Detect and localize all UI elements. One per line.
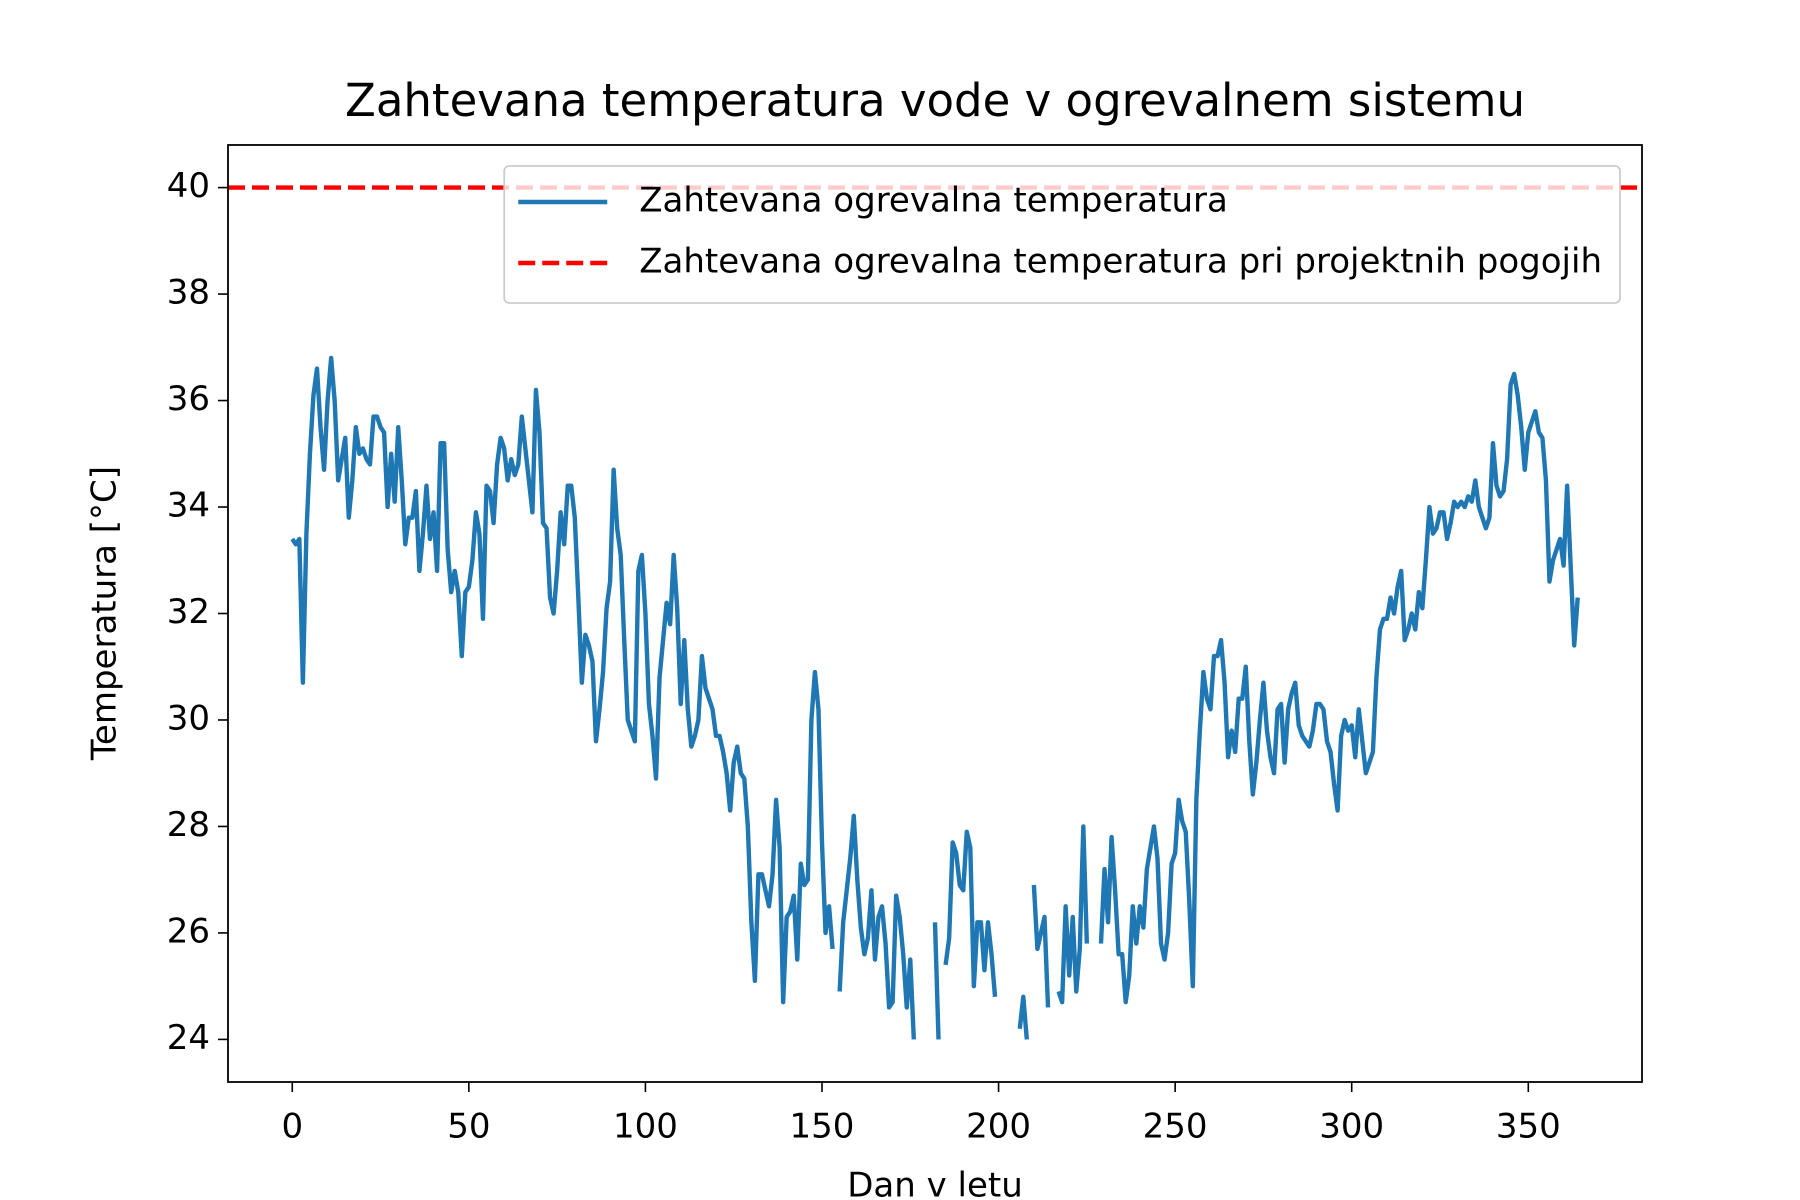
y-tick-label: 28 <box>167 805 210 845</box>
chart-title: Zahtevana temperatura vode v ogrevalnem … <box>345 74 1525 127</box>
axes-frame <box>227 144 1643 1083</box>
x-tick-label: 200 <box>966 1107 1031 1147</box>
x-tick-label: 100 <box>613 1107 678 1147</box>
x-tick-label: 250 <box>1143 1107 1208 1147</box>
y-tick-label: 40 <box>167 166 210 206</box>
x-tick-label: 350 <box>1496 1107 1561 1147</box>
y-axis-label: Temperatura [°C] <box>85 466 125 761</box>
legend: Zahtevana ogrevalna temperatura Zahtevana… <box>503 165 1621 304</box>
legend-label: Zahtevana ogrevalna temperatura <box>639 181 1228 221</box>
y-tick-label: 38 <box>167 273 210 313</box>
x-tick-label: 0 <box>281 1107 303 1147</box>
y-tick-label: 30 <box>167 698 210 738</box>
data-line <box>290 355 1580 1040</box>
x-tick-label: 50 <box>447 1107 490 1147</box>
legend-frame <box>503 165 1621 304</box>
y-tick-label: 36 <box>167 379 210 419</box>
y-tick-label: 32 <box>167 592 210 632</box>
legend-label: Zahtevana ogrevalna temperatura pri proj… <box>639 242 1602 282</box>
x-axis-label: Dan v letu <box>847 1166 1023 1200</box>
x-tick-label: 300 <box>1319 1107 1384 1147</box>
x-tick-label: 150 <box>790 1107 855 1147</box>
y-tick-label: 26 <box>167 911 210 951</box>
y-tick-label: 34 <box>167 486 210 526</box>
y-tick-label: 24 <box>167 1018 210 1058</box>
